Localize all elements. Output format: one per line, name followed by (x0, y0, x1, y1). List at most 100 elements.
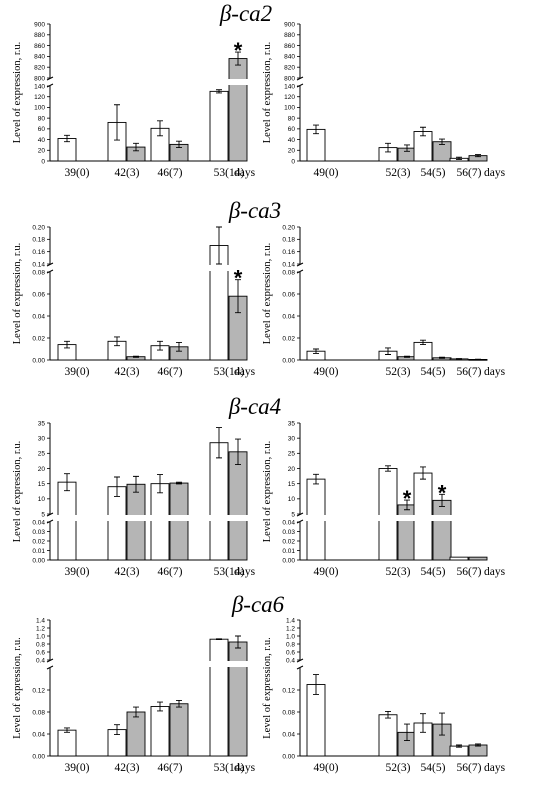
x-category-label: 42(3) (115, 762, 140, 774)
y-axis-title: Level of expression, r.u. (12, 42, 23, 143)
x-category-label: 52(3) (386, 167, 411, 179)
bar-break-gap (378, 515, 398, 521)
error-bar (420, 339, 426, 346)
x-category-label: 39(0) (65, 167, 90, 179)
error-bar (133, 355, 139, 358)
y-tick-label: 20 (288, 466, 296, 473)
y-tick-label: 100 (34, 105, 45, 112)
y-tick-label: 0.01 (282, 548, 295, 555)
y-tick-label: 0.18 (282, 237, 295, 244)
y-tick-label: 5 (41, 511, 45, 518)
y-tick-label: 0.00 (282, 557, 295, 564)
bar-break-gap (169, 515, 189, 521)
x-category-label: 53(14) (214, 566, 245, 578)
error-bar (216, 226, 222, 265)
chart-panel: 0.00 0.04 0.08 0.12 0.40.60.81.01.21.4 Level … (12, 592, 285, 774)
bar-break-gap (126, 515, 146, 521)
significance-star: * (234, 266, 243, 291)
bar (209, 442, 229, 561)
bar-break-gap (57, 515, 77, 521)
bar (468, 744, 488, 757)
y-tick-label: 0.02 (32, 335, 45, 342)
bar (169, 482, 189, 561)
error-bar (114, 336, 120, 347)
y-tick-label: 0.02 (282, 538, 295, 545)
x-category-label: 56(7) (457, 762, 482, 774)
bar (306, 684, 326, 757)
x-category-label: 54(5) (421, 167, 446, 179)
y-tick-label: 0.12 (282, 687, 295, 694)
y-tick-label: 0.00 (282, 357, 295, 364)
y-tick-label: 40 (38, 137, 46, 144)
y-tick-label: 60 (288, 126, 296, 133)
significance-star: * (403, 486, 412, 511)
error-bar (157, 120, 163, 137)
error-bar (176, 481, 182, 485)
y-tick-label: 820 (284, 65, 295, 72)
y-tick-label: 0.20 (32, 224, 45, 231)
y-tick-label: 0.04 (32, 313, 45, 320)
y-axis-title: Level of expression, r.u. (262, 441, 273, 542)
significance-star: * (438, 480, 447, 505)
bar-break-gap (150, 515, 170, 521)
axis-break-mark (46, 512, 54, 524)
error-bar (235, 51, 241, 66)
bar (397, 504, 417, 561)
y-tick-label: 0.06 (282, 291, 295, 298)
x-category-label: 49(0) (314, 566, 339, 578)
bar (306, 128, 326, 162)
bar (169, 703, 189, 757)
y-tick-label: 80 (38, 115, 46, 122)
y-tick-label: 1.2 (286, 625, 295, 632)
y-tick-label: 1.2 (36, 625, 45, 632)
y-tick-label: 1.4 (36, 617, 45, 624)
significance-star: * (234, 38, 243, 63)
y-tick-label: 900 (284, 21, 295, 28)
bar (228, 641, 248, 757)
y-tick-label: 0.4 (36, 657, 45, 664)
y-tick-label: 20 (38, 148, 46, 155)
y-tick-label: 0.14 (282, 261, 295, 268)
x-axis-suffix: days (234, 366, 256, 378)
error-bar (456, 358, 462, 360)
y-tick-label: 0.03 (282, 529, 295, 536)
error-bar (64, 473, 70, 492)
error-bar (385, 711, 391, 719)
x-axis-suffix: days (484, 762, 506, 774)
bar (468, 556, 488, 561)
x-axis-suffix: days (484, 167, 506, 179)
error-bar (420, 713, 426, 733)
y-tick-label: 100 (284, 105, 295, 112)
error-bar (420, 466, 426, 480)
x-category-label: 52(3) (386, 366, 411, 378)
y-tick-label: 120 (284, 94, 295, 101)
chart-title: β-ca6 (231, 592, 285, 617)
bar-break-gap (228, 661, 248, 667)
y-tick-label: 80 (288, 115, 296, 122)
x-category-label: 49(0) (314, 762, 339, 774)
x-category-label: 49(0) (314, 167, 339, 179)
x-category-label: 46(7) (158, 762, 183, 774)
bar (150, 483, 170, 561)
y-tick-label: 0.18 (32, 237, 45, 244)
bar (228, 58, 248, 162)
y-axis-title: Level of expression, r.u. (12, 441, 23, 542)
y-tick-label: 860 (34, 43, 45, 50)
bar (209, 90, 229, 162)
bar (378, 468, 398, 561)
chart-panel: 0.00 0.02 0.04 0.06 0.080.14 0.16 0.18 0.20 Leve… (262, 224, 506, 378)
error-bar (456, 744, 462, 748)
y-tick-label: 25 (38, 451, 46, 458)
chart-panel: 0.00 0.01 0.02 0.03 0.045 10 15 20 25 30 35 Level o… (262, 420, 506, 578)
y-tick-label: 0.04 (282, 731, 295, 738)
y-tick-label: 120 (34, 94, 45, 101)
axis-break-mark (46, 76, 54, 88)
y-tick-label: 880 (284, 32, 295, 39)
error-bar (404, 499, 410, 511)
y-tick-label: 840 (284, 54, 295, 61)
bar-break-gap (107, 515, 127, 521)
y-tick-label: 880 (34, 32, 45, 39)
x-category-label: 39(0) (65, 366, 90, 378)
